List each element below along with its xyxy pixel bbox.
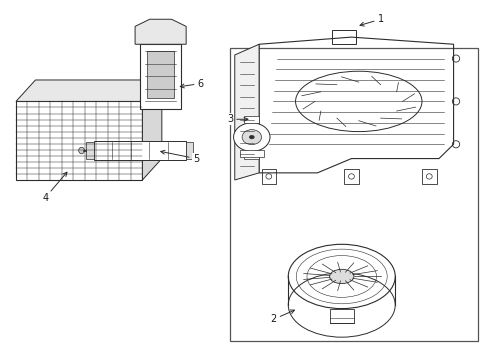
Bar <box>147 51 174 98</box>
Ellipse shape <box>249 135 254 139</box>
Polygon shape <box>16 102 142 180</box>
Text: 1: 1 <box>359 14 383 26</box>
Bar <box>229 48 477 341</box>
Polygon shape <box>16 80 162 102</box>
Bar <box>261 169 276 184</box>
Bar <box>94 141 186 160</box>
Ellipse shape <box>79 147 84 154</box>
Bar <box>244 116 259 123</box>
Bar <box>331 30 356 44</box>
Polygon shape <box>142 80 162 180</box>
Ellipse shape <box>329 269 353 284</box>
Bar <box>329 309 353 323</box>
Bar <box>344 169 358 184</box>
Bar <box>421 169 436 184</box>
Bar <box>86 143 94 158</box>
Polygon shape <box>234 44 259 180</box>
Text: 6: 6 <box>180 78 203 89</box>
Text: 5: 5 <box>161 150 199 163</box>
Bar <box>244 152 259 158</box>
Bar <box>186 143 193 158</box>
Bar <box>140 44 181 109</box>
Ellipse shape <box>242 130 261 145</box>
Text: 4: 4 <box>42 172 67 203</box>
Text: 2: 2 <box>270 310 294 324</box>
Polygon shape <box>135 19 186 44</box>
Bar <box>239 150 264 157</box>
Ellipse shape <box>233 123 269 152</box>
Text: 3: 3 <box>226 114 247 124</box>
